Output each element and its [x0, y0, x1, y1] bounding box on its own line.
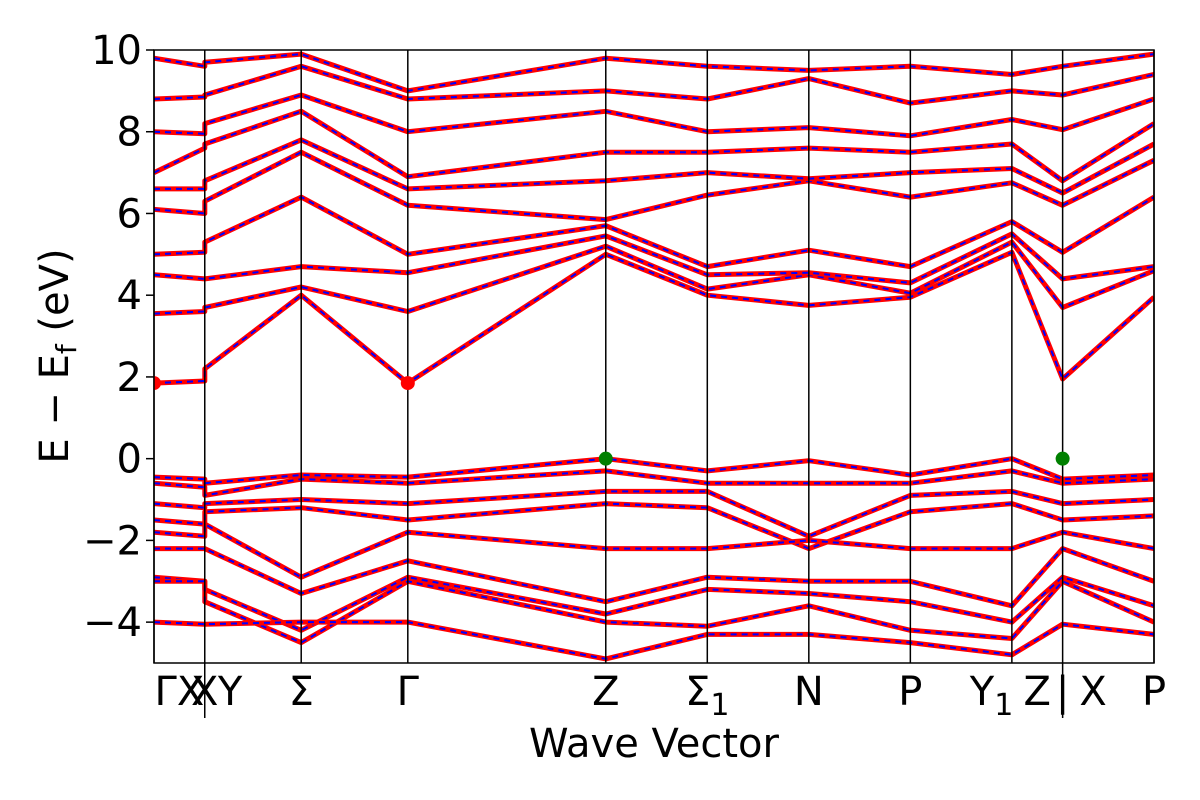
kpoint-label: N: [794, 669, 824, 715]
band-line-overlay-4: [154, 151, 1154, 221]
y-axis-label-unit: (eV): [32, 248, 78, 331]
band-lines: [154, 51, 1154, 662]
y-tick-label: 8: [117, 110, 142, 156]
band-line-overlay-9: [154, 53, 1154, 92]
band-line-0: [154, 249, 1154, 386]
band-line-overlay-10: [154, 457, 1154, 485]
kpoint-label: Σ1: [685, 669, 729, 723]
band-line-13: [154, 501, 1154, 552]
band-line-overlay-12: [154, 490, 1154, 538]
vbm-marker-0: [598, 451, 613, 466]
vbm-marker-1: [1055, 451, 1070, 466]
x-axis-label: Wave Vector: [529, 721, 780, 767]
kpoint-label: P: [1142, 669, 1166, 715]
band-line-4: [154, 149, 1154, 223]
kpoint-label: ΓX: [155, 669, 205, 715]
kpoint-label: |: [1056, 669, 1069, 715]
band-line-9: [154, 51, 1154, 94]
y-axis-label: E − Ef (eV): [32, 248, 83, 463]
band-line-overlay-18: [154, 621, 1154, 660]
kpoint-label: X: [1079, 669, 1106, 715]
band-line-overlay-0: [154, 250, 1154, 385]
band-line-overlay-1: [154, 240, 1154, 315]
kpoint-label: Z: [592, 669, 619, 715]
band-line-overlay-8: [154, 65, 1154, 105]
cbm-marker-1: [400, 376, 415, 391]
y-tick-label: 4: [117, 273, 142, 319]
kpoint-label: Σ: [289, 669, 314, 715]
kpoint-label: X: [191, 669, 218, 715]
kpoint-label: Y1: [969, 669, 1014, 723]
y-axis-label-subscript: f: [50, 343, 83, 354]
band-line-14: [154, 521, 1154, 580]
y-axis-ticks: −4 −2 0 2 4 6 8 10: [83, 28, 154, 646]
kpoint-label: P: [898, 669, 922, 715]
y-tick-label: 2: [117, 355, 142, 401]
band-line-12: [154, 488, 1154, 539]
plot-frame: [153, 49, 1155, 664]
y-tick-label: 0: [117, 437, 142, 483]
y-tick-label: −2: [83, 518, 142, 564]
band-edge-markers: [154, 376, 1070, 466]
svg-text:E − Ef (eV): E − Ef (eV): [32, 248, 83, 463]
kpoint-label: Z: [1024, 669, 1051, 715]
cbm-marker-0: [154, 376, 161, 391]
x-axis-kpoint-labels: ΓXX Y Σ Γ Z Σ1 N P Y1 Z | X P: [155, 669, 1167, 723]
kpoint-label: Γ: [397, 669, 420, 715]
y-tick-label: −4: [83, 600, 142, 646]
band-line-overlay-13: [154, 502, 1154, 550]
kpoint-label: Y: [217, 669, 243, 715]
y-tick-label: 10: [91, 28, 142, 74]
y-tick-label: 6: [117, 191, 142, 237]
y-axis-label-main: E − E: [32, 354, 78, 464]
band-line-overlay-14: [154, 522, 1154, 579]
